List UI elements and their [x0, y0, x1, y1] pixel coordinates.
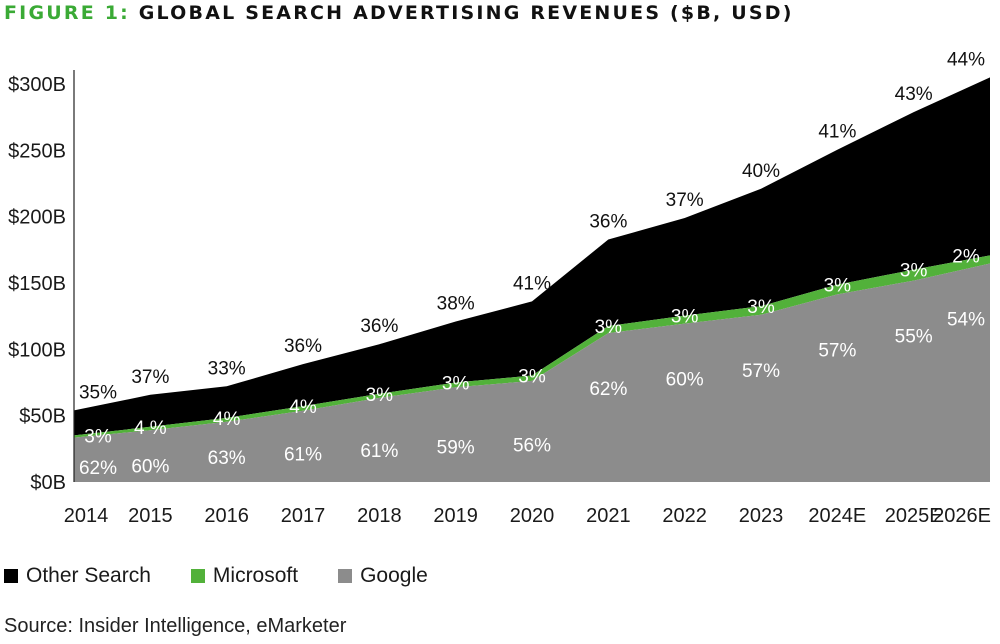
legend-swatch-other-search: [4, 569, 18, 583]
x-tick-label: 2020: [510, 505, 555, 527]
figure-label: FIGURE 1:: [4, 2, 130, 24]
data-label-microsoft: 2%: [952, 246, 980, 267]
data-label-google: 55%: [895, 327, 933, 348]
data-label-microsoft: 4 %: [134, 418, 167, 439]
data-label-other-search: 36%: [284, 336, 322, 357]
data-label-microsoft: 3%: [595, 317, 623, 338]
legend-label-google: Google: [360, 564, 428, 587]
y-tick-label: $0B: [30, 472, 66, 494]
data-label-google: 57%: [818, 340, 856, 361]
legend-swatch-google: [338, 569, 353, 583]
x-tick-label: 2024E: [808, 505, 866, 527]
legend-label-other-search: Other Search: [26, 564, 151, 587]
data-label-google: 63%: [208, 448, 246, 469]
data-label-other-search: 41%: [513, 273, 551, 294]
data-label-other-search: 41%: [818, 122, 856, 143]
y-tick-label: $200B: [8, 207, 66, 229]
data-label-google: 62%: [79, 458, 117, 479]
area-other-search: [74, 77, 990, 436]
legend-item-google: Google: [338, 564, 428, 588]
data-label-google: 56%: [513, 436, 551, 457]
data-label-google: 57%: [742, 361, 780, 382]
data-label-microsoft: 3%: [442, 374, 470, 395]
figure-title: GLOBAL SEARCH ADVERTISING REVENUES ($B, …: [138, 2, 794, 24]
x-tick-label: 2026E: [933, 505, 991, 527]
data-label-microsoft: 3%: [747, 297, 775, 318]
x-tick-label: 2025E: [885, 505, 943, 527]
data-label-microsoft: 4%: [289, 397, 317, 418]
data-label-microsoft: 3%: [518, 366, 546, 387]
data-label-other-search: 35%: [79, 382, 117, 403]
x-tick-label: 2021: [586, 505, 631, 527]
x-tick-label: 2015: [128, 505, 173, 527]
y-tick-label: $50B: [19, 406, 66, 428]
y-tick-label: $300B: [8, 74, 66, 96]
legend-item-microsoft: Microsoft: [190, 564, 299, 588]
x-tick-label: 2017: [281, 505, 326, 527]
legend-swatch-microsoft: [190, 569, 205, 583]
area-microsoft: [74, 255, 990, 438]
area-google: [74, 263, 990, 482]
data-label-other-search: 36%: [360, 316, 398, 337]
y-tick-label: $100B: [8, 339, 66, 361]
x-tick-label: 2022: [662, 505, 707, 527]
data-label-other-search: 33%: [208, 358, 246, 379]
data-label-other-search: 36%: [589, 211, 627, 232]
data-label-other-search: 37%: [131, 367, 169, 388]
data-label-google: 61%: [284, 445, 322, 466]
data-label-other-search: 38%: [437, 293, 475, 314]
chart-title: FIGURE 1: GLOBAL SEARCH ADVERTISING REVE…: [4, 2, 794, 24]
y-tick-label: $250B: [8, 140, 66, 162]
x-tick-label: 2018: [357, 505, 402, 527]
data-label-google: 62%: [589, 379, 627, 400]
data-label-google: 59%: [437, 438, 475, 459]
data-label-google: 60%: [666, 370, 704, 391]
data-label-microsoft: 3%: [366, 385, 394, 406]
data-label-microsoft: 3%: [900, 261, 928, 282]
x-tick-label: 2019: [433, 505, 478, 527]
data-label-other-search: 43%: [895, 84, 933, 105]
x-tick-label: 2016: [204, 505, 249, 527]
source-note: Source: Insider Intelligence, eMarketer: [4, 615, 347, 637]
x-tick-label: 2014: [64, 505, 109, 527]
data-label-other-search: 40%: [742, 161, 780, 182]
x-tick-label: 2023: [739, 505, 784, 527]
data-label-google: 54%: [947, 309, 985, 330]
area-chart: $0B $50B $100B $150B $200B $250B $300B 2014 2015…: [8, 49, 991, 527]
data-label-other-search: 44%: [947, 49, 985, 70]
data-label-microsoft: 4%: [213, 409, 241, 430]
data-label-microsoft: 3%: [671, 307, 699, 328]
legend-item-other-search: Other Search: [4, 564, 151, 588]
data-label-google: 60%: [131, 456, 169, 477]
data-label-microsoft: 3%: [824, 276, 852, 297]
data-label-microsoft: 3%: [84, 426, 112, 447]
legend-label-microsoft: Microsoft: [212, 564, 299, 587]
legend: Other Search Microsoft Google: [4, 564, 468, 588]
data-label-google: 61%: [360, 441, 398, 462]
data-label-other-search: 37%: [666, 190, 704, 211]
y-tick-label: $150B: [8, 273, 66, 295]
